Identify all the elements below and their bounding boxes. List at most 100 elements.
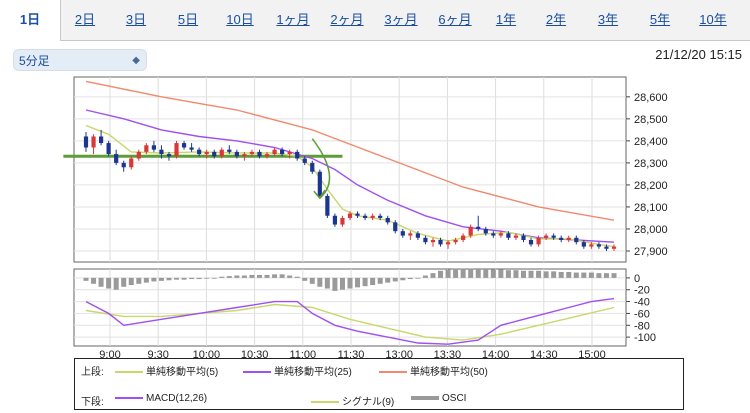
candle-body <box>332 215 338 225</box>
legend-item-sma5: 単純移動平均(5) <box>115 363 218 378</box>
price-panel <box>73 76 627 263</box>
macd-y-tick-label: -100 <box>634 332 656 344</box>
interval-select-value: 5分足 <box>19 54 50 68</box>
candle-body <box>430 239 436 243</box>
osci-bar <box>113 277 119 290</box>
osci-bar <box>581 272 587 278</box>
candle-body <box>423 237 428 243</box>
arrow-head <box>313 189 326 200</box>
osci-bar <box>513 270 519 278</box>
candle-body <box>498 233 503 236</box>
candle-body <box>83 136 89 148</box>
tab-2[interactable]: 3日 <box>125 12 147 27</box>
osci-bar <box>362 277 368 287</box>
legend-lower-row: 下段: MACD(12,26) シグナル(9) OSCI <box>75 389 683 409</box>
tab-5[interactable]: 1ヶ月 <box>276 12 310 27</box>
legend-item-sma50: 単純移動平均(50) <box>379 363 488 378</box>
osci-bar <box>249 274 255 278</box>
osci-bar <box>204 277 210 279</box>
osci-bar <box>430 273 436 278</box>
tab-10[interactable]: 2年 <box>545 12 567 27</box>
osci-bar <box>596 273 602 278</box>
candle-body <box>227 149 232 152</box>
osci-bar <box>211 277 217 279</box>
candle-body <box>415 233 420 238</box>
osci-bar <box>166 277 172 281</box>
price-y-tick-label: 28,100 <box>634 202 668 214</box>
osci-bar <box>347 277 353 289</box>
osci-bar <box>98 277 104 287</box>
tab-1[interactable]: 2日 <box>74 12 96 27</box>
candle-body <box>181 143 187 148</box>
candle-body <box>468 226 473 236</box>
legend-item-signal: シグナル(9) <box>311 393 394 408</box>
osci-bar <box>483 269 489 278</box>
osci-bar <box>264 274 270 278</box>
candle-body <box>385 217 390 223</box>
candle-body <box>611 246 617 249</box>
candle-body <box>91 136 96 148</box>
osci-bar <box>309 277 315 284</box>
osci-bar <box>422 275 428 278</box>
osci-bar <box>91 277 97 284</box>
candle-body <box>589 244 594 247</box>
macd-y-tick-label: -20 <box>634 285 650 297</box>
candle-body <box>280 149 285 155</box>
macd-y-tick-label: -40 <box>634 297 650 309</box>
osci-bar <box>528 270 534 278</box>
osci-bar <box>573 272 579 278</box>
candle-body <box>287 151 292 155</box>
sma5-line <box>85 124 615 248</box>
candle-body <box>144 145 149 152</box>
osci-bar <box>611 273 617 278</box>
osci-bar <box>603 273 609 278</box>
tab-12[interactable]: 5年 <box>649 12 671 27</box>
candle-body <box>174 143 179 157</box>
chart-datetime: 21/12/20 15:15 <box>655 47 742 62</box>
chart-legend: 上段: 単純移動平均(5) 単純移動平均(25) 単純移動平均(50) 下段: … <box>74 358 684 410</box>
tab-3[interactable]: 5日 <box>177 12 199 27</box>
candle-body <box>355 213 360 216</box>
tab-7[interactable]: 3ヶ月 <box>384 12 418 27</box>
osci-bar <box>302 277 308 281</box>
osci-bar <box>498 269 504 278</box>
osci-bar <box>287 275 293 278</box>
osci-bar <box>551 271 557 278</box>
candle-body <box>129 158 134 168</box>
osci-bar <box>143 277 149 283</box>
tab-9[interactable]: 1年 <box>495 12 517 27</box>
candle-body <box>136 151 141 159</box>
tab-6[interactable]: 2ヶ月 <box>330 12 364 27</box>
osci-bar <box>520 270 526 278</box>
chevron-updown-icon: ◆ <box>132 55 140 66</box>
candle-body <box>491 233 496 236</box>
candle-body <box>476 226 481 229</box>
candle-body <box>408 233 413 236</box>
tab-4[interactable]: 10日 <box>226 12 254 27</box>
legend-upper-row: 上段: 単純移動平均(5) 単純移動平均(25) 単純移動平均(50) <box>75 359 683 379</box>
tab-11[interactable]: 3年 <box>597 12 619 27</box>
candle-body <box>574 237 579 243</box>
candle-body <box>310 162 315 172</box>
interval-select[interactable]: 5分足 ◆ <box>13 49 147 71</box>
osci-bar <box>407 277 413 280</box>
tab-8[interactable]: 6ヶ月 <box>438 12 472 27</box>
osci-bar <box>453 268 459 278</box>
osci-bar <box>370 277 376 285</box>
trend-arrow <box>311 138 331 199</box>
candle-body <box>151 145 156 150</box>
price-y-tick-label: 27,900 <box>634 246 668 258</box>
osci-bar <box>241 275 247 278</box>
osci-bar <box>181 277 187 280</box>
candle-body <box>212 151 217 157</box>
tab-13[interactable]: 10年 <box>699 12 727 27</box>
candle-body <box>581 242 586 247</box>
legend-item-sma25: 単純移動平均(25) <box>243 363 352 378</box>
candle-body <box>257 151 262 157</box>
candle-body <box>604 246 609 249</box>
osci-bar <box>317 277 323 287</box>
legend-item-macd: MACD(12,26) <box>115 393 207 404</box>
tab-0[interactable]: 1日 <box>0 0 61 41</box>
osci-bar <box>385 277 391 283</box>
